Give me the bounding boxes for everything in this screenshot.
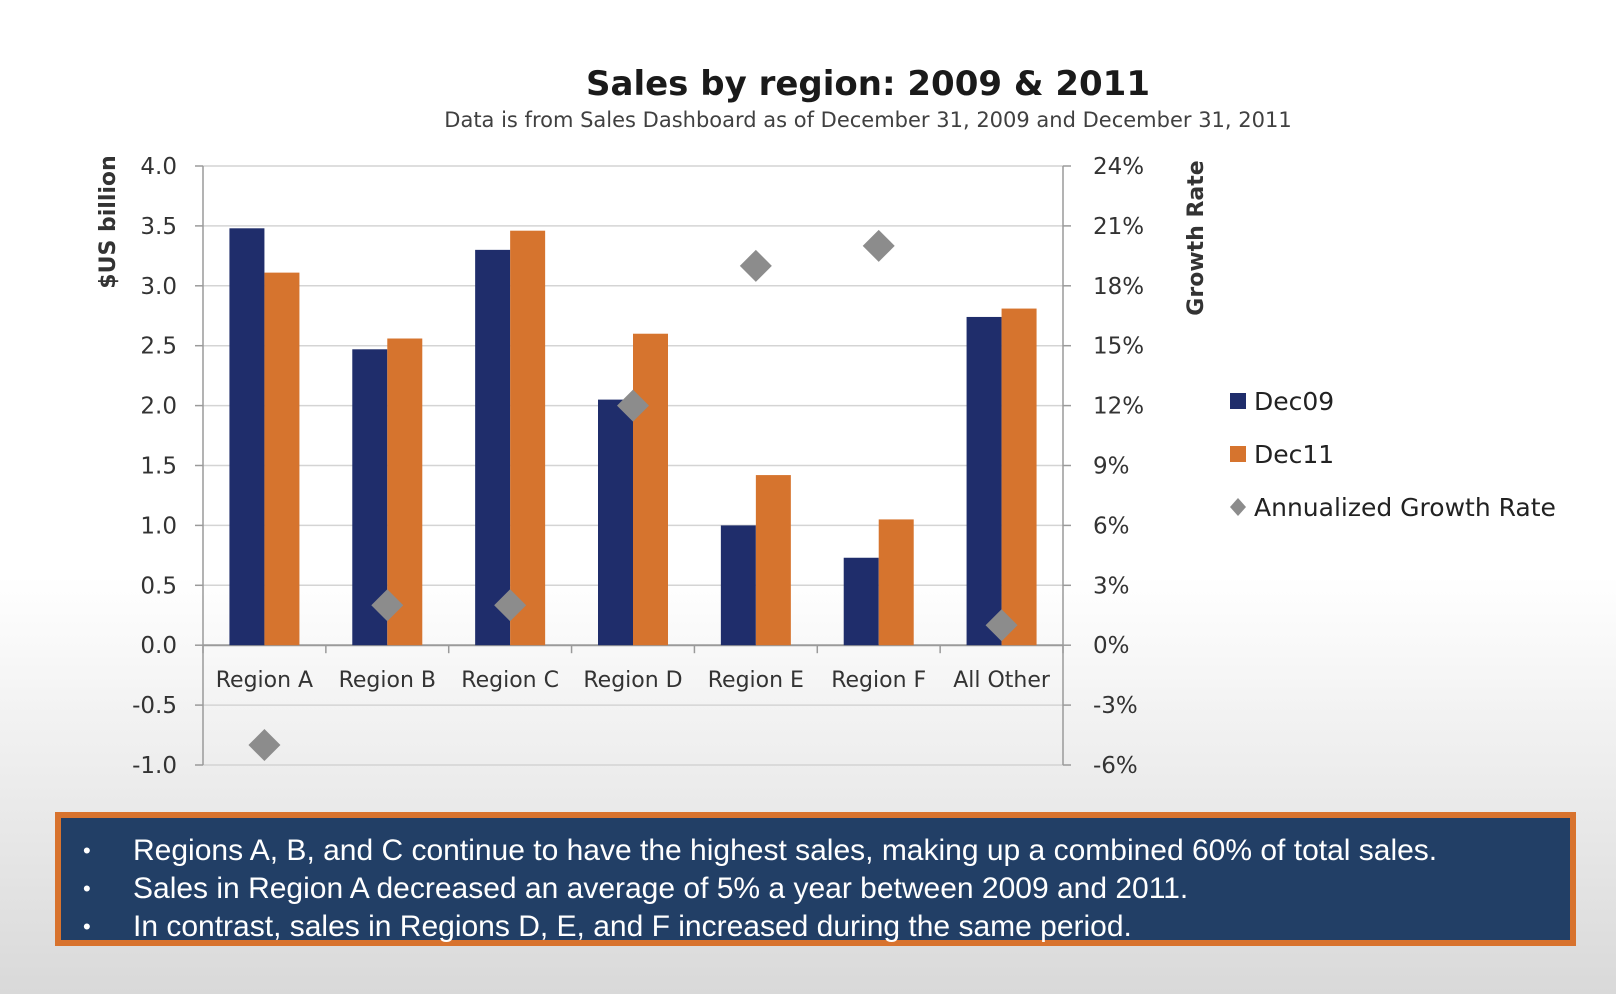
category-label: Region A: [216, 668, 313, 693]
y-tick-label: 1.0: [140, 513, 177, 539]
growth-rate-marker: [739, 249, 772, 282]
y-tick-label: 4.0: [140, 154, 177, 180]
legend-label: Dec09: [1254, 387, 1334, 416]
y2-tick-label: -6%: [1093, 753, 1138, 779]
growth-rate-marker: [617, 389, 649, 422]
bar-dec09: [720, 525, 756, 646]
y-axis-label: $US billion: [96, 155, 121, 288]
note-item: • In contrast, sales in Regions D, E, and…: [83, 908, 1550, 946]
legend-swatch: [1230, 446, 1246, 462]
y-tick-label: -1.0: [132, 753, 177, 779]
bar-dec11: [878, 519, 914, 646]
bars: [229, 228, 1037, 646]
growth-markers: [248, 229, 1018, 762]
bar-dec11: [510, 230, 546, 646]
bar-dec11: [1001, 308, 1037, 646]
y2-tick-label: 24%: [1093, 154, 1144, 180]
category-label: Region F: [831, 668, 926, 693]
y2-tick-label: 18%: [1093, 274, 1144, 300]
bar-dec09: [475, 249, 511, 646]
note-text: Sales in Region A decreased an average o…: [133, 872, 1189, 905]
y2-tick-label: 12%: [1093, 394, 1144, 420]
bar-dec11: [633, 333, 668, 646]
y-tick-label: -0.5: [132, 693, 177, 719]
y-tick-label: 3.0: [140, 274, 177, 300]
category-label: Region E: [708, 668, 804, 693]
bar-dec11: [387, 338, 423, 646]
y2-tick-label: 21%: [1093, 214, 1144, 240]
growth-rate-marker: [371, 589, 404, 622]
bar-dec09: [966, 316, 1002, 646]
y2-tick-label: 15%: [1093, 334, 1144, 360]
note-item: • Sales in Region A decreased an average …: [83, 870, 1550, 908]
y2-tick-label: -3%: [1093, 693, 1138, 719]
y2-tick-label: 3%: [1093, 573, 1130, 599]
bar-dec09: [229, 228, 265, 646]
y-tick-label: 3.5: [140, 214, 177, 240]
axes: [195, 165, 1071, 766]
legend-label: Annualized Growth Rate: [1254, 493, 1556, 522]
note-item: • Regions A, B, and C continue to have th…: [83, 832, 1550, 870]
y2-tick-label: 0%: [1093, 633, 1130, 659]
y-tick-label: 0.0: [140, 633, 177, 659]
growth-rate-marker: [985, 609, 1018, 642]
y-tick-label: 2.5: [140, 334, 177, 360]
bullet: •: [83, 838, 91, 863]
category-label: Region B: [339, 668, 436, 693]
bar-dec11: [264, 272, 300, 646]
bar-dec11: [755, 475, 791, 646]
legend: Dec09 Dec11 Annualized Growth Rate: [1230, 387, 1556, 522]
bar-dec09: [598, 399, 633, 646]
category-labels: Region A Region B Region C Region D Region E…: [216, 668, 1051, 693]
y2-axis-label: Growth Rate: [1184, 160, 1209, 315]
note-text: Regions A, B, and C continue to have the…: [133, 834, 1438, 867]
bar-dec09: [843, 557, 879, 646]
y-tick-label: 2.0: [140, 394, 177, 420]
y-tick-label: 0.5: [140, 573, 177, 599]
category-label: Region C: [461, 668, 559, 693]
y-axis-right-ticks: 24% 21% 18% 15% 12% 9% 6% 3% 0% -3% -6%: [1093, 154, 1144, 779]
chart-title: Sales by region: 2009 & 2011: [586, 64, 1150, 104]
chart-subtitle: Data is from Sales Dashboard as of Decem…: [444, 108, 1291, 132]
note-text: In contrast, sales in Regions D, E, and …: [133, 910, 1132, 943]
growth-rate-marker: [862, 229, 895, 262]
legend-label: Dec11: [1254, 440, 1334, 469]
legend-swatch: [1230, 393, 1246, 409]
bullet: •: [83, 876, 91, 901]
growth-rate-marker: [248, 729, 281, 762]
y2-tick-label: 6%: [1093, 513, 1130, 539]
notes-box: • Regions A, B, and C continue to have th…: [55, 812, 1576, 946]
y2-tick-label: 9%: [1093, 454, 1130, 480]
category-label: Region D: [583, 668, 682, 693]
y-tick-label: 1.5: [140, 454, 177, 480]
category-label: All Other: [953, 668, 1051, 693]
legend-swatch: [1230, 498, 1246, 516]
bullet: •: [83, 914, 91, 939]
growth-rate-marker: [494, 589, 527, 622]
y-axis-left-ticks: 4.0 3.5 3.0 2.5 2.0 1.5 1.0 0.5 0.0 -0.5 -1.0: [132, 154, 177, 779]
